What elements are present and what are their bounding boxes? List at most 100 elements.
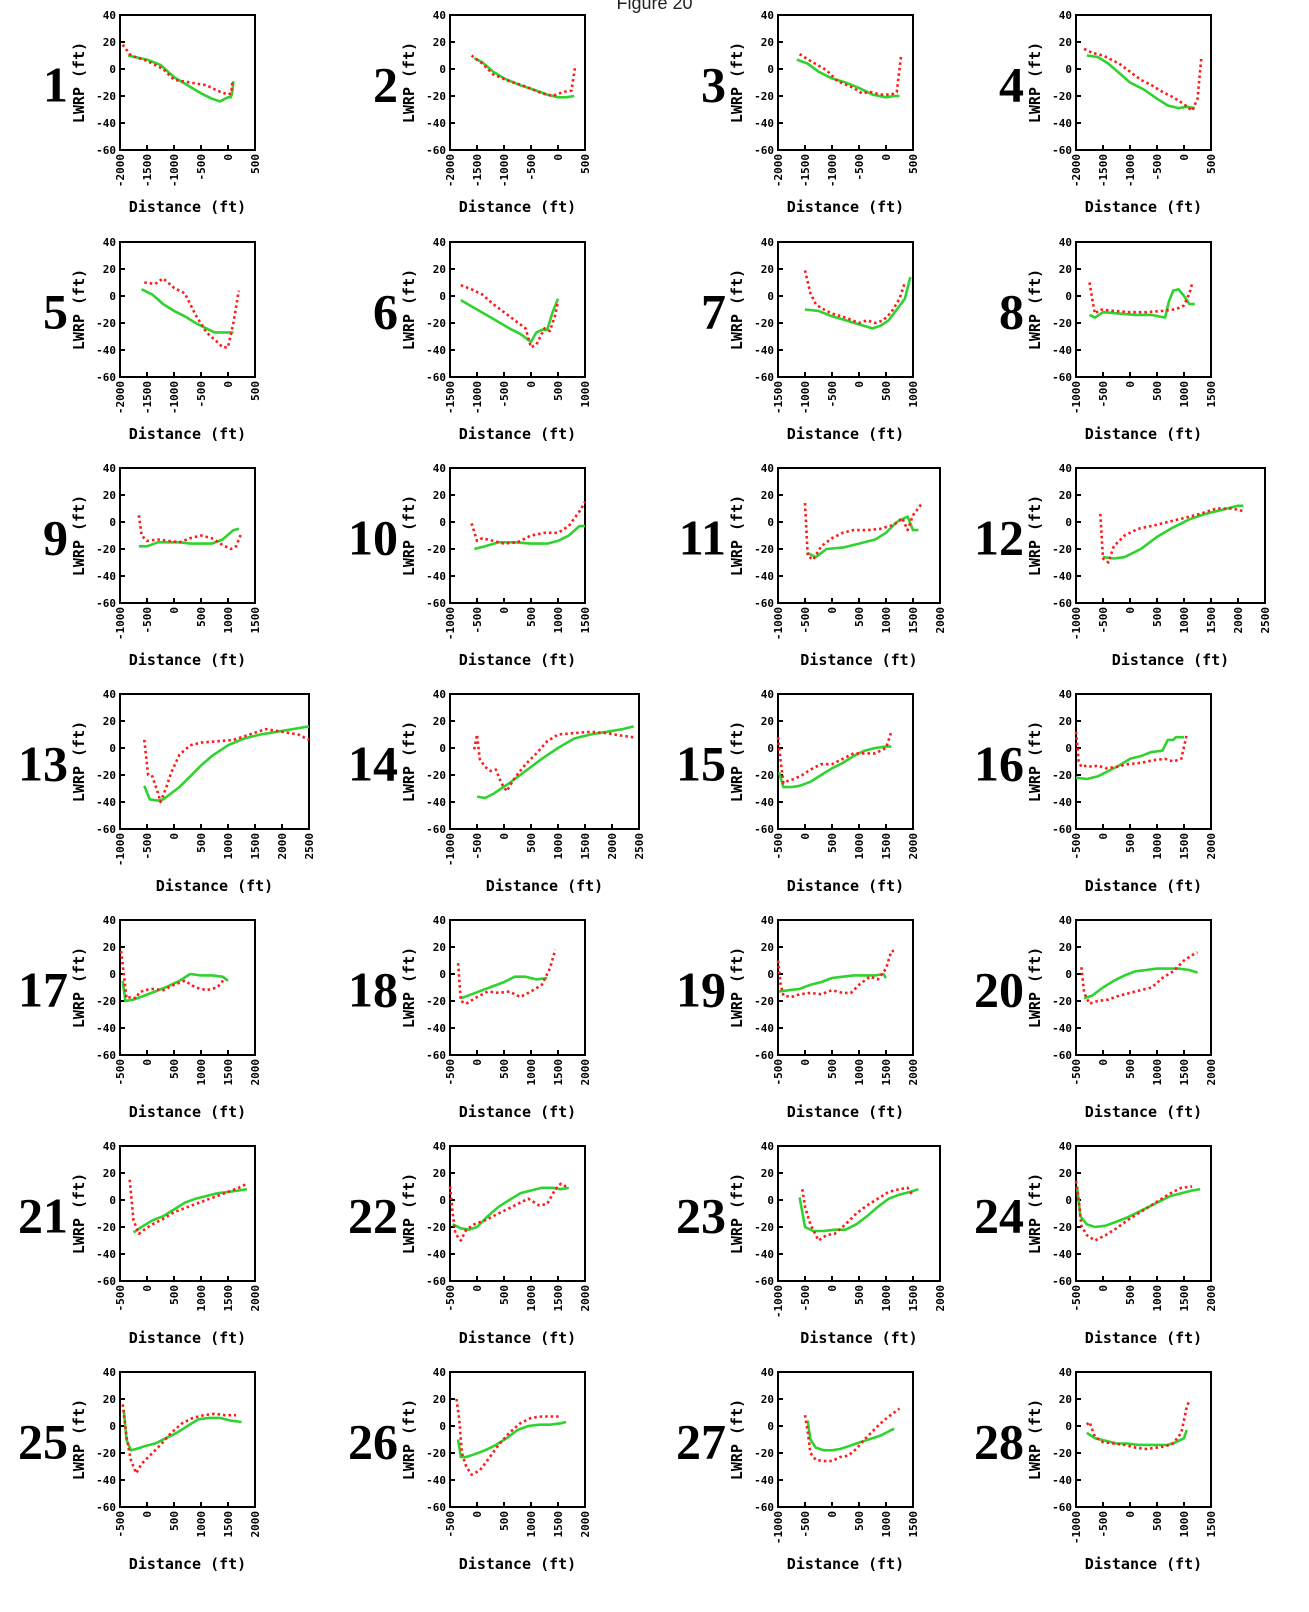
x-tick-label: 500 bbox=[249, 381, 262, 401]
measured-series-line bbox=[143, 725, 310, 802]
y-axis-title: LWRP (ft) bbox=[400, 1173, 418, 1254]
x-tick-label: -500 bbox=[799, 1511, 812, 1538]
y-tick-label: -40 bbox=[1052, 1474, 1072, 1487]
x-axis-title: Distance (ft) bbox=[1085, 425, 1202, 443]
x-tick-label: 1000 bbox=[552, 607, 565, 634]
measured-series-line bbox=[1075, 735, 1184, 781]
panel-number: 18 bbox=[348, 962, 398, 1018]
y-tick-label: 0 bbox=[439, 742, 446, 755]
y-axis-title: LWRP (ft) bbox=[1026, 1173, 1044, 1254]
y-tick-label: 40 bbox=[1059, 914, 1072, 927]
y-tick-label: 20 bbox=[1059, 489, 1072, 502]
x-tick-label: 2000 bbox=[249, 1285, 262, 1312]
panel-25: -60 -40 -20 0 20 40 -500 0 500 1000 1500 2000 LWRP (… bbox=[18, 1366, 262, 1573]
panel-number: 9 bbox=[43, 510, 68, 566]
plot-frame bbox=[777, 14, 914, 151]
panel-14: -60 -40 -20 0 20 40 -1000 -500 0 500 1000 1500 2000 2… bbox=[348, 688, 646, 895]
panel-number: 2 bbox=[373, 57, 398, 113]
x-tick-label: 2000 bbox=[907, 1059, 920, 1086]
y-tick-label: 40 bbox=[1059, 1140, 1072, 1153]
modeled-series-line bbox=[776, 949, 897, 999]
y-tick-label: 0 bbox=[1065, 968, 1072, 981]
modeled-series-line bbox=[137, 515, 243, 551]
panel-number: 24 bbox=[974, 1188, 1024, 1244]
y-tick-label: 20 bbox=[1059, 263, 1072, 276]
x-tick-label: 0 bbox=[799, 833, 812, 840]
x-tick-label: 2000 bbox=[934, 607, 947, 634]
measured-series-line bbox=[138, 527, 240, 548]
y-tick-label: -40 bbox=[426, 344, 446, 357]
plot-frame bbox=[119, 14, 256, 151]
y-tick-label: -40 bbox=[754, 117, 774, 130]
panel-number: 10 bbox=[348, 510, 398, 566]
panel-number: 7 bbox=[701, 284, 726, 340]
panel-8: -60 -40 -20 0 20 40 -1000 -500 0 500 1000 1500 LWRP … bbox=[999, 236, 1218, 443]
y-tick-label: 0 bbox=[767, 516, 774, 529]
x-tick-label: -1000 bbox=[498, 154, 511, 187]
x-tick-label: -2000 bbox=[772, 154, 785, 187]
y-axis-title: LWRP (ft) bbox=[70, 947, 88, 1028]
measured-series-line bbox=[806, 1420, 895, 1452]
measured-series-line bbox=[1088, 287, 1195, 319]
y-tick-label: -40 bbox=[754, 796, 774, 809]
y-tick-label: -20 bbox=[1052, 543, 1072, 556]
x-tick-label: -500 bbox=[1070, 1285, 1083, 1312]
modeled-series-line bbox=[803, 270, 907, 325]
x-tick-label: 1000 bbox=[907, 381, 920, 408]
x-tick-label: -500 bbox=[114, 1285, 127, 1312]
panel-number: 12 bbox=[974, 510, 1024, 566]
x-tick-label: 500 bbox=[853, 607, 866, 627]
x-tick-label: -500 bbox=[471, 833, 484, 860]
x-tick-label: -1000 bbox=[114, 607, 127, 640]
y-tick-label: -60 bbox=[96, 144, 116, 157]
x-tick-label: -1000 bbox=[114, 833, 127, 866]
y-tick-label: 0 bbox=[109, 290, 116, 303]
y-axis-title: LWRP (ft) bbox=[70, 269, 88, 350]
y-tick-label: -20 bbox=[426, 90, 446, 103]
y-axis-title: LWRP (ft) bbox=[400, 721, 418, 802]
x-tick-label: 0 bbox=[552, 154, 565, 161]
y-tick-label: 0 bbox=[1065, 1420, 1072, 1433]
y-tick-label: -20 bbox=[1052, 90, 1072, 103]
plot-frame bbox=[449, 467, 586, 604]
x-tick-label: -500 bbox=[114, 1059, 127, 1086]
x-tick-label: 2000 bbox=[934, 1285, 947, 1312]
y-tick-label: -60 bbox=[1052, 144, 1072, 157]
modeled-series-line bbox=[1083, 47, 1203, 113]
x-tick-label: -500 bbox=[772, 833, 785, 860]
x-tick-label: -1500 bbox=[1097, 154, 1110, 187]
x-tick-label: 500 bbox=[195, 833, 208, 853]
y-tick-label: -40 bbox=[96, 796, 116, 809]
x-tick-label: 0 bbox=[826, 607, 839, 614]
y-tick-label: 20 bbox=[761, 489, 774, 502]
x-axis-title: Distance (ft) bbox=[129, 1103, 246, 1121]
y-tick-label: 40 bbox=[761, 236, 774, 249]
x-tick-label: 1000 bbox=[1151, 833, 1164, 860]
y-tick-label: 40 bbox=[1059, 9, 1072, 22]
y-tick-label: 0 bbox=[1065, 1194, 1072, 1207]
y-tick-label: -20 bbox=[426, 1447, 446, 1460]
panel-number: 21 bbox=[18, 1188, 68, 1244]
x-tick-label: 500 bbox=[579, 154, 592, 174]
x-tick-label: 1500 bbox=[552, 1285, 565, 1312]
panel-26: -60 -40 -20 0 20 40 -500 0 500 1000 1500 2000 LWRP (… bbox=[348, 1366, 592, 1573]
y-tick-label: 20 bbox=[1059, 1167, 1072, 1180]
x-tick-label: -1000 bbox=[772, 1285, 785, 1318]
x-axis-title: Distance (ft) bbox=[787, 1555, 904, 1573]
x-tick-label: 500 bbox=[826, 833, 839, 853]
y-tick-label: -20 bbox=[96, 543, 116, 556]
measured-series-line bbox=[807, 515, 919, 559]
x-tick-label: 500 bbox=[1124, 1059, 1137, 1079]
plot-frame bbox=[449, 1145, 586, 1282]
panel-20: -60 -40 -20 0 20 40 -500 0 500 1000 1500 2000 LWRP (… bbox=[974, 914, 1218, 1121]
x-tick-label: -1000 bbox=[1070, 607, 1083, 640]
y-tick-label: 40 bbox=[103, 9, 116, 22]
x-tick-label: -500 bbox=[141, 607, 154, 634]
y-tick-label: -60 bbox=[754, 1049, 774, 1062]
y-tick-label: 40 bbox=[103, 1366, 116, 1379]
y-axis-title: LWRP (ft) bbox=[400, 947, 418, 1028]
x-tick-label: 1000 bbox=[1151, 1059, 1164, 1086]
modeled-series-line bbox=[121, 43, 234, 96]
panel-number: 5 bbox=[43, 284, 68, 340]
x-tick-label: -500 bbox=[1097, 381, 1110, 408]
